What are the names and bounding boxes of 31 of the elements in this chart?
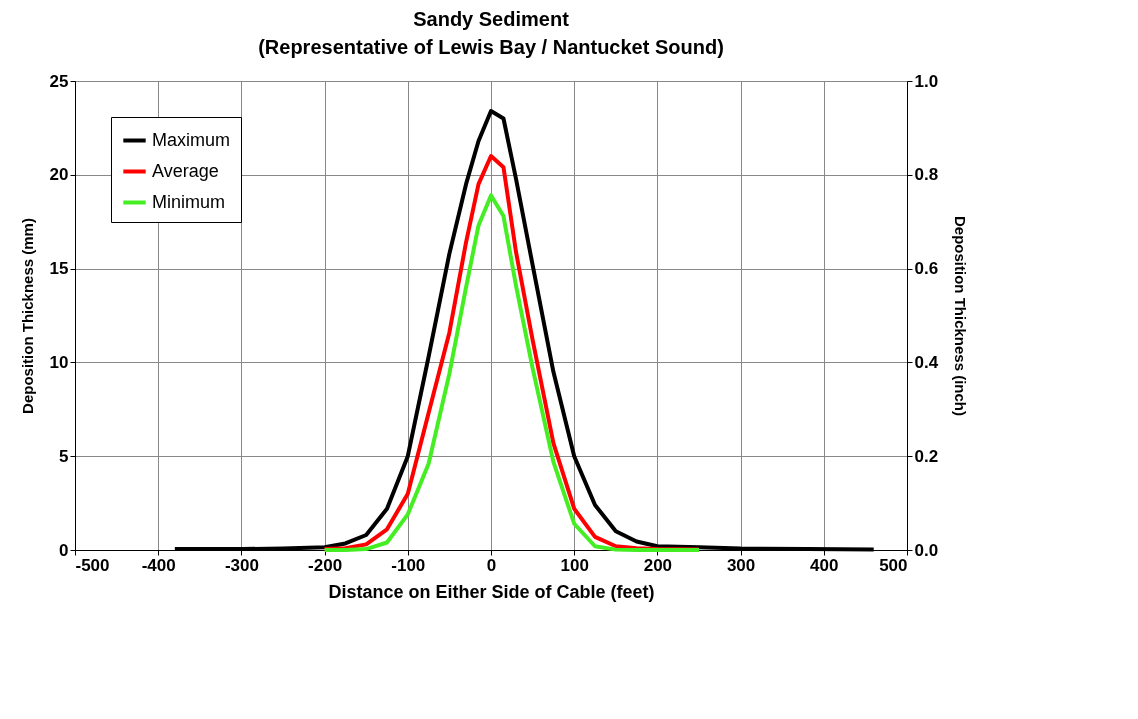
x-tick-label: -400: [141, 555, 176, 575]
y-tick-label: 0: [59, 540, 69, 560]
y-tick-label: 10: [49, 352, 69, 372]
x-tick-label: 500: [879, 555, 908, 575]
legend-label: Maximum: [152, 129, 231, 150]
chart-title: Sandy Sediment: [413, 8, 570, 30]
x-tick-label: 0: [486, 555, 497, 575]
y2-tick-label: 0.0: [914, 540, 939, 560]
y-tick-label: 20: [49, 165, 69, 185]
y2-tick-label: 0.2: [914, 446, 939, 466]
x-tick-label: 400: [810, 555, 839, 575]
legend-label: Average: [152, 160, 219, 181]
x-tick-label: -500: [75, 555, 110, 575]
x-tick-label: -200: [308, 555, 343, 575]
y2-tick-label: 0.8: [914, 165, 939, 185]
x-tick-label: 100: [560, 555, 589, 575]
y-tick-label: 15: [49, 259, 69, 279]
chart-subtitle: (Representative of Lewis Bay / Nantucket Sound): [258, 36, 724, 58]
x-tick-label: -100: [391, 555, 426, 575]
y2-tick-label: 0.4: [914, 352, 939, 372]
y-axis-title: Deposition Thickness (mm): [18, 218, 36, 414]
y2-tick-label: 0.6: [914, 259, 939, 279]
y2-tick-label: 1.0: [914, 71, 939, 91]
x-tick-label: 300: [726, 555, 756, 575]
y-tick-label: 5: [59, 446, 69, 466]
y2-axis-title: Deposition Thickness (inch): [952, 215, 970, 417]
legend-label: Minimum: [152, 191, 226, 212]
x-tick-label: -300: [224, 555, 259, 575]
y-tick-label: 25: [49, 71, 69, 91]
x-tick-label: 200: [643, 555, 673, 575]
x-axis-title: Distance on Either Side of Cable (feet): [328, 581, 655, 602]
